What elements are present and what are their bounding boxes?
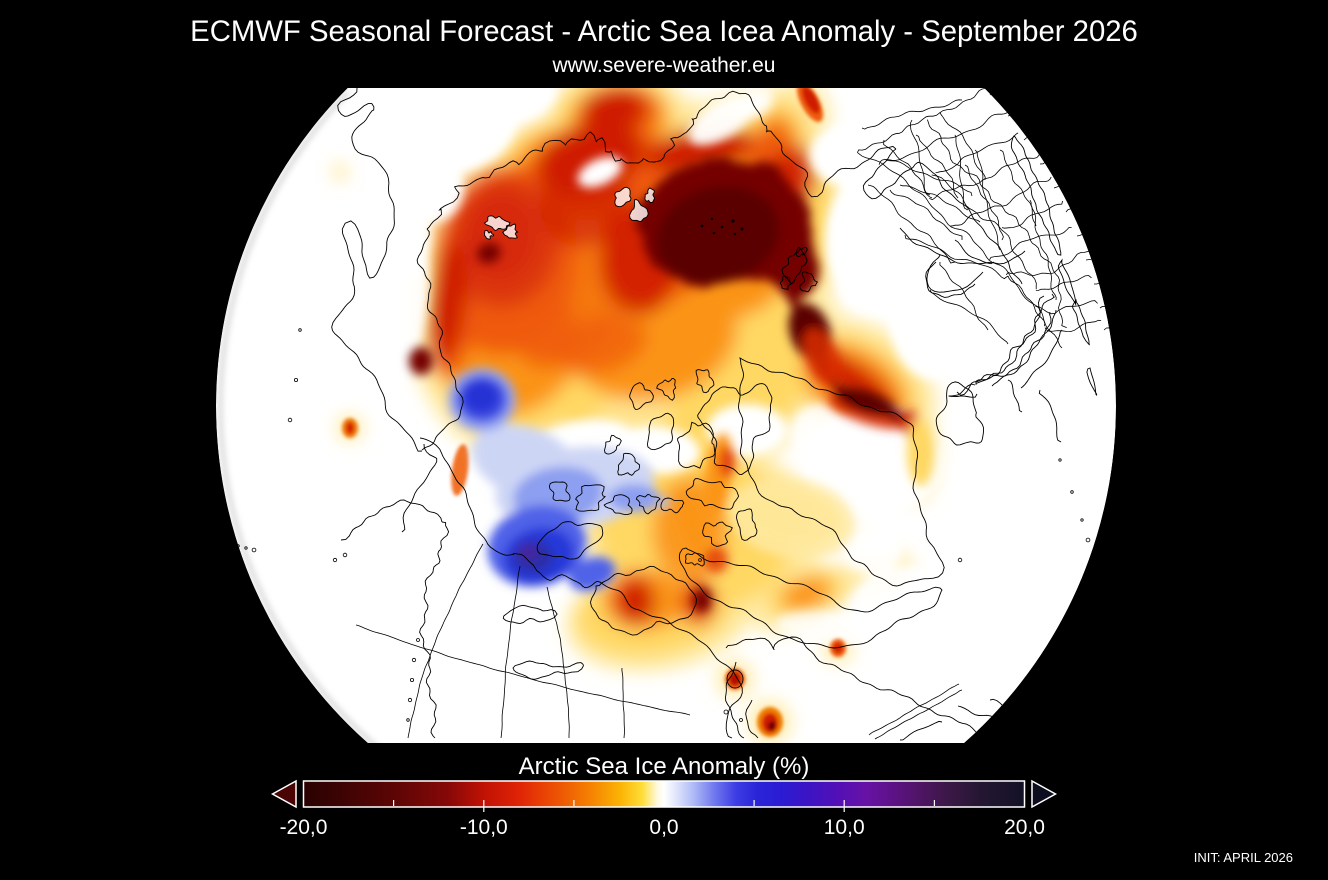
svg-text:www.severe-weather.eu: www.severe-weather.eu — [552, 54, 776, 77]
svg-text:INIT: APRIL 2026: INIT: APRIL 2026 — [1194, 850, 1293, 865]
svg-text:20,0: 20,0 — [1004, 816, 1045, 839]
svg-text:-10,0: -10,0 — [460, 816, 508, 839]
svg-text:Arctic Sea Ice Anomaly (%): Arctic Sea Ice Anomaly (%) — [519, 753, 810, 780]
svg-text:ECMWF Seasonal Forecast - Arct: ECMWF Seasonal Forecast - Arctic Sea Ice… — [190, 15, 1138, 48]
svg-text:-20,0: -20,0 — [280, 816, 328, 839]
svg-text:0,0: 0,0 — [649, 816, 678, 839]
svg-text:10,0: 10,0 — [824, 816, 865, 839]
